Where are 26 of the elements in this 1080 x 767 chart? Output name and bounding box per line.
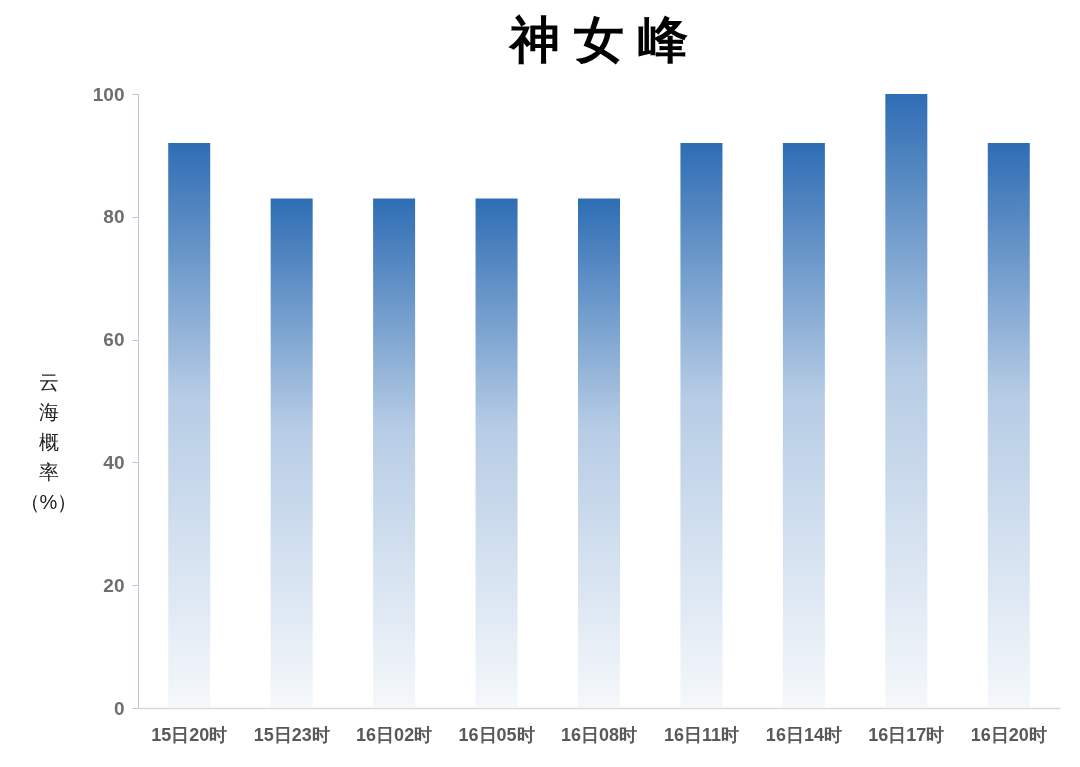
chart-title: 神 女 峰 <box>508 12 688 68</box>
y-tick-label: 100 <box>92 83 125 105</box>
x-tick-label: 16日17时 <box>868 724 945 745</box>
y-tick-label: 0 <box>113 697 125 719</box>
x-tick-label: 16日05时 <box>458 724 535 745</box>
y-tick-label: 40 <box>103 451 125 473</box>
x-tick-label: 15日20时 <box>151 724 228 745</box>
x-tick-label: 16日14时 <box>765 724 842 745</box>
y-tick-label: 20 <box>103 574 125 596</box>
bar <box>987 143 1030 708</box>
bar <box>782 143 825 708</box>
bar <box>168 143 211 708</box>
bar <box>270 198 313 708</box>
x-tick-label: 15日23时 <box>253 724 330 745</box>
y-tick-label: 80 <box>103 206 125 228</box>
bar <box>680 143 723 708</box>
bar <box>475 198 518 708</box>
x-tick-label: 16日20时 <box>970 724 1047 745</box>
x-tick-label: 16日02时 <box>356 724 433 745</box>
bar <box>885 94 928 708</box>
x-tick-label: 16日08时 <box>560 724 638 745</box>
bar <box>373 198 416 708</box>
y-tick-label: 60 <box>103 329 125 351</box>
x-tick-label: 16日11时 <box>663 724 739 745</box>
bar <box>578 198 620 708</box>
y-axis-title: 云海概率（%） <box>19 371 78 514</box>
